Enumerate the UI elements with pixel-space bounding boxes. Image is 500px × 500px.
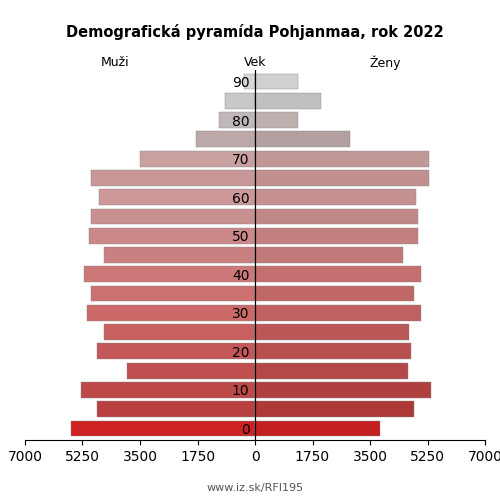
Bar [255,362,408,378]
Bar [244,74,255,90]
Bar [90,208,255,224]
Bar [84,266,255,282]
Bar [255,112,298,128]
Text: Muži: Muži [100,56,130,69]
Text: Ženy: Ženy [369,55,401,70]
Bar [90,170,255,186]
Bar [255,132,350,148]
Bar [255,324,410,340]
Bar [71,420,255,436]
Bar [99,190,255,205]
Bar [255,286,414,302]
Bar [255,247,403,263]
Bar [127,362,255,378]
Bar [98,402,255,417]
Bar [104,247,255,263]
Bar [255,150,429,166]
Bar [255,266,421,282]
Bar [255,93,320,108]
Bar [81,382,255,398]
Bar [255,402,414,417]
Bar [255,420,380,436]
Text: Demografická pyramída Pohjanmaa, rok 2022: Demografická pyramída Pohjanmaa, rok 202… [66,24,444,40]
Bar [226,93,255,108]
Bar [196,132,255,148]
Bar [255,382,431,398]
Bar [98,344,255,359]
Text: www.iz.sk/RFI195: www.iz.sk/RFI195 [206,482,304,492]
Bar [104,324,255,340]
Bar [255,228,418,244]
Bar [255,170,429,186]
Bar [219,112,255,128]
Bar [255,344,411,359]
Text: Vek: Vek [244,56,266,69]
Bar [88,305,255,320]
Bar [255,74,298,90]
Bar [89,228,255,244]
Bar [255,190,416,205]
Bar [140,150,255,166]
Bar [90,286,255,302]
Bar [255,208,418,224]
Bar [255,305,421,320]
